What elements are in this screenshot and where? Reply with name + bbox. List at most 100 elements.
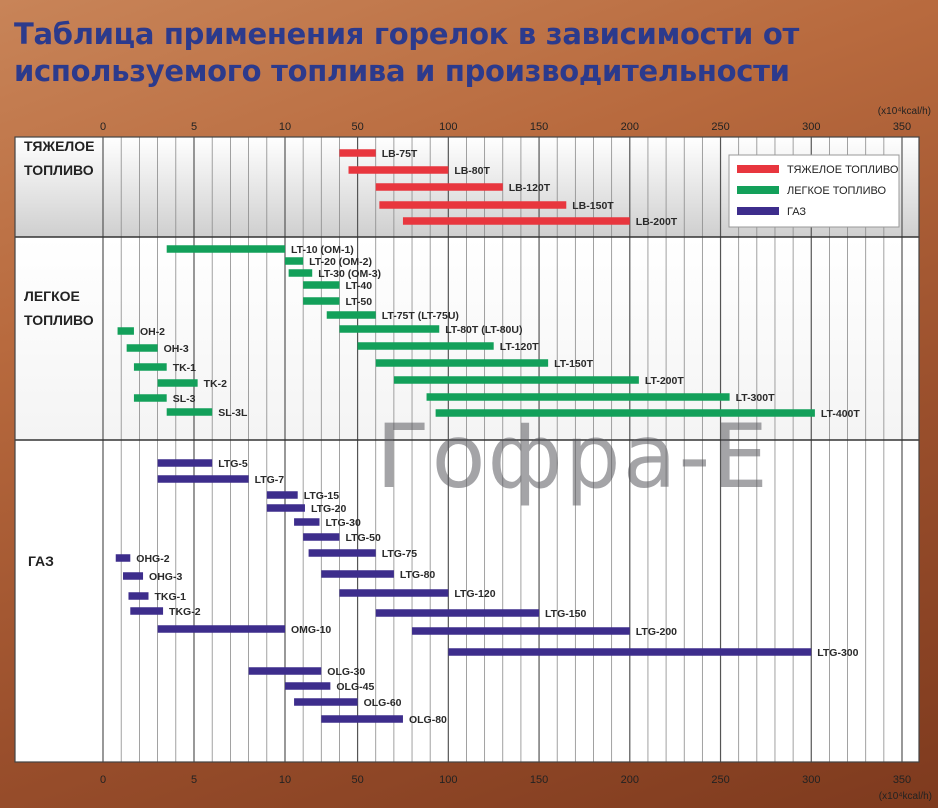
bar-label: TKG-1 — [155, 591, 187, 603]
tick-label-bottom: 200 — [621, 774, 639, 786]
tick-label-bottom: 100 — [439, 774, 457, 786]
section-label: ТОПЛИВО — [24, 312, 94, 328]
bar-sl-3 — [133, 394, 167, 402]
bar-lt-20-om-2- — [285, 257, 304, 265]
bar-label: LB-150T — [572, 200, 614, 212]
unit-label-bottom: (x10⁴kcal/h) — [879, 791, 932, 802]
legend-swatch — [737, 165, 779, 173]
bar-ltg-50 — [303, 533, 340, 541]
bar-tk-2 — [157, 379, 198, 387]
bar-ltg-80 — [321, 570, 394, 578]
tick-label-bottom: 150 — [530, 774, 548, 786]
bar-label: TKG-2 — [169, 606, 201, 618]
bar-label: LT-80T (LT-80U) — [445, 324, 522, 336]
tick-label-top: 150 — [530, 121, 548, 133]
bar-label: LT-10 (OM-1) — [291, 244, 354, 256]
bar-sl-3l — [166, 408, 213, 416]
unit-label-top: (x10⁴kcal/h) — [878, 106, 931, 117]
bar-label: LTG-300 — [817, 647, 858, 659]
tick-label-bottom: 10 — [279, 774, 291, 786]
tick-label-top: 0 — [100, 121, 106, 133]
section-label: ЛЕГКОЕ — [24, 288, 80, 304]
tick-label-bottom: 300 — [802, 774, 820, 786]
bar-oh-3 — [126, 344, 158, 352]
bar-label: LTG-5 — [218, 458, 248, 470]
watermark-text: Гофра-Е — [376, 405, 770, 508]
tick-label-bottom: 350 — [893, 774, 911, 786]
bar-lb-80t — [348, 166, 449, 174]
tick-label-top: 50 — [351, 121, 363, 133]
bar-label: LB-80T — [454, 165, 490, 177]
bar-label: LT-300T — [736, 392, 775, 404]
section-background — [15, 237, 919, 440]
bar-lt-80t-lt-80u- — [339, 325, 440, 333]
bar-lt-10-om-1- — [166, 245, 285, 253]
legend-label: ЛЕГКОЕ ТОПЛИВО — [787, 185, 887, 197]
bar-lb-150t — [379, 201, 567, 209]
bar-ltg-150 — [375, 609, 540, 617]
tick-label-bottom: 50 — [351, 774, 363, 786]
bar-ltg-5 — [157, 459, 213, 467]
bar-label: OHG-2 — [136, 553, 169, 565]
bar-label: LTG-20 — [311, 503, 347, 515]
tick-label-bottom: 0 — [100, 774, 106, 786]
tick-label-top: 350 — [893, 121, 911, 133]
bar-label: OLG-30 — [327, 666, 365, 678]
bar-lt-120t — [357, 342, 494, 350]
section-label: ГАЗ — [28, 553, 54, 569]
bar-olg-60 — [294, 698, 358, 706]
bar-lb-200t — [402, 217, 630, 225]
bar-ohg-3 — [123, 572, 144, 580]
bar-label: LT-30 (OM-3) — [318, 268, 381, 280]
bar-ohg-2 — [115, 554, 131, 562]
tick-label-top: 10 — [279, 121, 291, 133]
bar-label: LT-200T — [645, 375, 684, 387]
bar-label: TK-1 — [173, 362, 196, 374]
bar-lt-150t — [375, 359, 549, 367]
bar-oh-2 — [117, 327, 134, 335]
section-label: ТЯЖЕЛОЕ — [24, 138, 94, 154]
chart-title: Таблица применения горелок в зависимости… — [14, 16, 938, 90]
bar-label: SL-3L — [218, 407, 248, 419]
bar-label: LB-75T — [382, 148, 418, 160]
bar-label: LTG-7 — [255, 474, 285, 486]
bar-label: SL-3 — [173, 393, 196, 405]
bar-tkg-2 — [130, 607, 164, 615]
bar-label: LTG-120 — [454, 588, 495, 600]
bar-label: OMG-10 — [291, 624, 331, 636]
bar-lt-400t — [435, 409, 815, 417]
bar-ltg-75 — [308, 549, 376, 557]
chart-title-text: Таблица применения горелок в зависимости… — [14, 17, 799, 88]
bar-lt-200t — [393, 376, 639, 384]
tick-label-top: 300 — [802, 121, 820, 133]
bar-ltg-30 — [294, 518, 320, 526]
bar-label: LTG-200 — [636, 626, 677, 638]
section-label: ТОПЛИВО — [24, 162, 94, 178]
bar-ltg-15 — [266, 491, 298, 499]
legend-label: ГАЗ — [787, 206, 806, 218]
bar-label: LT-150T — [554, 358, 593, 370]
bar-ltg-200 — [412, 627, 630, 635]
bar-ltg-20 — [266, 504, 305, 512]
bar-label: LB-120T — [509, 182, 551, 194]
bar-label: OH-3 — [164, 343, 189, 355]
bar-label: LT-40 — [345, 280, 372, 292]
bar-lt-75t-lt-75u- — [326, 311, 376, 319]
bar-lb-75t — [339, 149, 376, 157]
bar-ltg-300 — [448, 648, 812, 656]
bar-label: LTG-150 — [545, 608, 586, 620]
bar-label: TK-2 — [204, 378, 227, 390]
bar-lt-40 — [303, 281, 340, 289]
bar-lt-300t — [426, 393, 730, 401]
bar-label: LTG-75 — [382, 548, 418, 560]
bar-label: LB-200T — [636, 216, 678, 228]
legend-label: ТЯЖЕЛОЕ ТОПЛИВО — [787, 164, 899, 176]
tick-label-bottom: 250 — [711, 774, 729, 786]
bar-label: OLG-60 — [364, 697, 402, 709]
bar-label: LT-50 — [345, 296, 372, 308]
bar-ltg-120 — [339, 589, 449, 597]
bar-tkg-1 — [128, 592, 149, 600]
bar-label: LT-400T — [821, 408, 860, 420]
bar-label: OLG-45 — [336, 681, 374, 693]
bar-ltg-7 — [157, 475, 249, 483]
